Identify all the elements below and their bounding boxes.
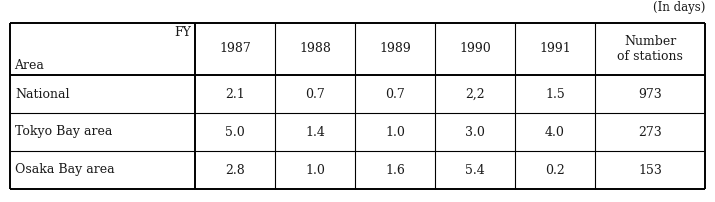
Text: 2.1: 2.1 [225,87,245,101]
Text: (In days): (In days) [653,1,705,14]
Text: 153: 153 [638,163,662,177]
Text: Tokyo Bay area: Tokyo Bay area [15,125,112,139]
Text: 1.4: 1.4 [305,125,325,139]
Text: 5.4: 5.4 [465,163,485,177]
Text: 0.7: 0.7 [385,87,405,101]
Text: 1991: 1991 [539,42,571,56]
Text: 0.2: 0.2 [545,163,565,177]
Text: Number
of stations: Number of stations [617,35,683,63]
Text: 2.8: 2.8 [225,163,245,177]
Text: 3.0: 3.0 [465,125,485,139]
Text: 4.0: 4.0 [545,125,565,139]
Text: 1.0: 1.0 [305,163,325,177]
Text: Osaka Bay area: Osaka Bay area [15,163,114,177]
Text: 2,2: 2,2 [465,87,485,101]
Text: Area: Area [14,59,44,72]
Text: 1.0: 1.0 [385,125,405,139]
Text: 1989: 1989 [379,42,411,56]
Text: National: National [15,87,69,101]
Text: 5.0: 5.0 [225,125,245,139]
Text: 1.5: 1.5 [545,87,565,101]
Text: 1.6: 1.6 [385,163,405,177]
Text: 973: 973 [638,87,662,101]
Text: 1990: 1990 [459,42,491,56]
Text: 273: 273 [638,125,662,139]
Text: 1987: 1987 [219,42,251,56]
Text: 1988: 1988 [299,42,331,56]
Text: 0.7: 0.7 [305,87,325,101]
Text: FY: FY [174,26,191,39]
